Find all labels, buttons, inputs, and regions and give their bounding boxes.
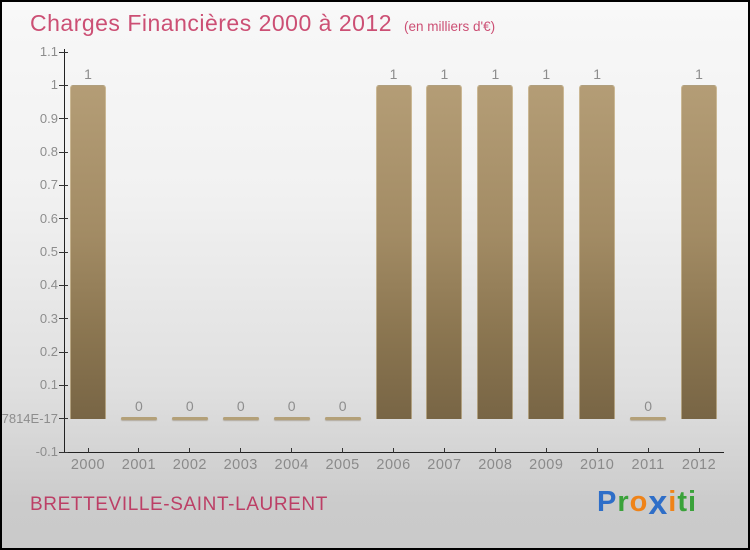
x-axis-tick [494,448,496,453]
bar [70,85,106,419]
x-axis-tick-label: 2000 [70,457,106,473]
bar-value-label: 1 [84,66,92,83]
y-axis-tick-label: 0.6 [39,210,58,226]
y-axis-tick-label: -0.1 [35,444,58,459]
logo-letter: P [597,486,618,518]
x-axis-tick [291,448,293,453]
y-axis-tick [59,184,68,186]
y-axis-tick-label: 0.9 [39,110,58,126]
y-axis-tick [59,251,68,253]
chart-title: Charges Financières 2000 à 2012 [30,10,393,36]
x-axis-tick [443,448,445,453]
bar [681,85,718,419]
bar [528,85,565,419]
y-axis-tick [59,51,68,53]
x-axis-tick-label: 2006 [376,457,411,473]
bar-value-label: 0 [185,397,194,414]
y-axis-tick-label: 0.8 [39,144,58,159]
logo-letter: i [668,486,678,518]
x-axis-tick [545,448,547,453]
x-axis-tick [138,448,140,453]
x-axis-tick-label: 2007 [427,457,462,473]
y-axis-tick-label: 0.5 [39,244,58,259]
logo-letter: r [617,486,630,518]
y-axis-tick [59,84,68,86]
footer-location-label: BRETTEVILLE-SAINT-LAURENT [30,494,328,515]
x-axis-tick [698,448,700,453]
bar-value-label: 0 [338,397,347,414]
proxiti-logo[interactable]: Proxiti [597,484,698,522]
y-axis-tick [59,418,68,420]
x-axis-tick-label: 2009 [529,457,564,473]
bar-value-label: 1 [389,66,398,83]
y-axis-tick-label: 07814E-17 [0,410,58,426]
x-axis-tick-label: 2003 [223,457,258,473]
x-axis-tick [87,448,89,453]
logo-letter: x [648,484,669,522]
zero-value-bar [222,417,259,421]
bar [426,85,463,419]
x-axis-tick [342,448,344,453]
x-axis-tick-label: 2004 [274,457,309,473]
y-axis-tick-label: 1 [50,77,58,93]
x-axis-tick [596,448,598,453]
bar-value-label: 0 [236,397,245,414]
y-axis-tick-label: 0.2 [39,344,58,359]
y-axis-tick [59,384,68,386]
x-axis-tick-label: 2001 [121,457,157,473]
x-axis-tick-label: 2005 [325,457,360,473]
bar-value-label: 1 [440,66,449,83]
logo-letter: o [629,486,649,518]
y-axis-tick [59,318,68,320]
y-axis-tick-label: 0.3 [39,310,58,326]
y-axis-tick [59,284,68,286]
chart-subtitle: (en milliers d'€) [404,19,496,34]
y-axis-tick [59,351,68,353]
zero-value-bar [324,417,361,421]
y-axis-line [64,49,65,453]
y-axis-tick-label: 0.4 [39,277,58,293]
x-axis-tick [240,448,242,453]
bar-value-label: 0 [287,397,296,414]
logo-letter: i [688,486,698,518]
y-axis-tick [59,151,68,153]
bar-value-label: 1 [542,66,551,83]
bar-value-label: 1 [695,66,703,83]
x-axis-tick-label: 2002 [172,457,207,473]
bar [477,85,514,419]
y-axis-tick-label: 1.1 [39,44,58,59]
x-axis-tick-label: 2008 [478,457,513,473]
logo-letter: t [677,486,689,518]
bar-value-label: 0 [135,397,143,414]
zero-value-bar [120,417,157,421]
y-axis-tick [59,218,68,220]
bar-value-label: 0 [644,397,652,414]
x-axis-tick [189,448,191,453]
y-axis-tick [59,118,68,120]
y-axis-tick-label: 0.1 [39,377,58,393]
x-axis-tick [647,448,649,453]
bar [375,85,412,419]
bar-value-label: 1 [593,66,602,83]
y-axis-tick-label: 0.7 [39,177,58,193]
y-axis-tick [59,451,68,453]
x-axis-tick-label: 2011 [631,457,665,473]
bar-value-label: 1 [491,66,500,83]
zero-value-bar [273,417,310,421]
zero-value-bar [630,417,667,421]
x-axis-tick-label: 2010 [580,457,615,473]
title-row: Charges Financières 2000 à 2012 (en milli… [30,10,495,37]
bar [579,85,616,419]
zero-value-bar [171,417,208,421]
x-axis-tick-label: 2012 [681,457,717,473]
x-axis-tick [393,448,395,453]
